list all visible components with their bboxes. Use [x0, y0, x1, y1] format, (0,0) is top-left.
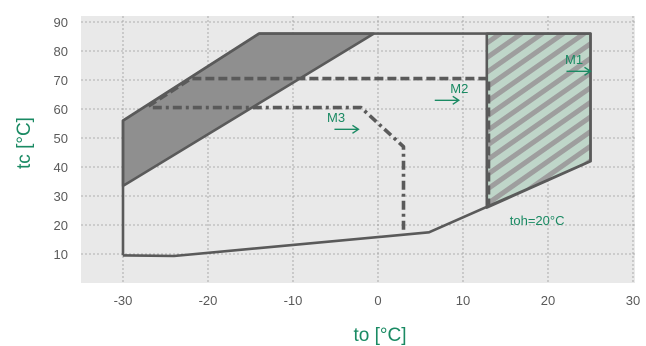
x-tick-label: 30 [626, 293, 640, 308]
y-tick-label: 60 [54, 102, 68, 117]
dash-dot-line [152, 105, 406, 234]
y-tick-label: 40 [54, 160, 68, 175]
arrow-head-icon [452, 95, 461, 105]
annotation-label: M1 [565, 52, 583, 67]
annotation-label: toh=20°C [510, 213, 565, 228]
x-axis-title: to [°C] [353, 325, 406, 346]
annotations: M1 M2 M3 toh=20°C [327, 52, 592, 228]
y-tick-label: 20 [54, 218, 68, 233]
y-tick-labels: 10 20 30 40 50 60 70 80 90 [54, 15, 68, 262]
y-tick-label: 70 [54, 73, 68, 88]
x-tick-label: 0 [374, 293, 381, 308]
annotation-label: M3 [327, 110, 345, 125]
dashed-line [147, 76, 491, 205]
y-tick-label: 80 [54, 44, 68, 59]
y-tick-label: 10 [54, 247, 68, 262]
series-lines [121, 32, 592, 258]
x-tick-label: -30 [114, 293, 133, 308]
y-tick-label: 90 [54, 15, 68, 30]
x-tick-label: -20 [199, 293, 218, 308]
x-tick-label: -10 [284, 293, 303, 308]
x-tick-label: 20 [541, 293, 555, 308]
y-tick-label: 30 [54, 189, 68, 204]
y-axis-title: tc [°C] [14, 117, 35, 169]
envelope-line [121, 32, 592, 258]
x-tick-labels: -30 -20 -10 0 10 20 30 [114, 293, 641, 308]
arrow-head-icon [352, 124, 360, 134]
arrow-head-icon [584, 66, 592, 76]
x-tick-label: 10 [456, 293, 470, 308]
annotation-label: M2 [450, 81, 468, 96]
y-tick-label: 50 [54, 131, 68, 146]
